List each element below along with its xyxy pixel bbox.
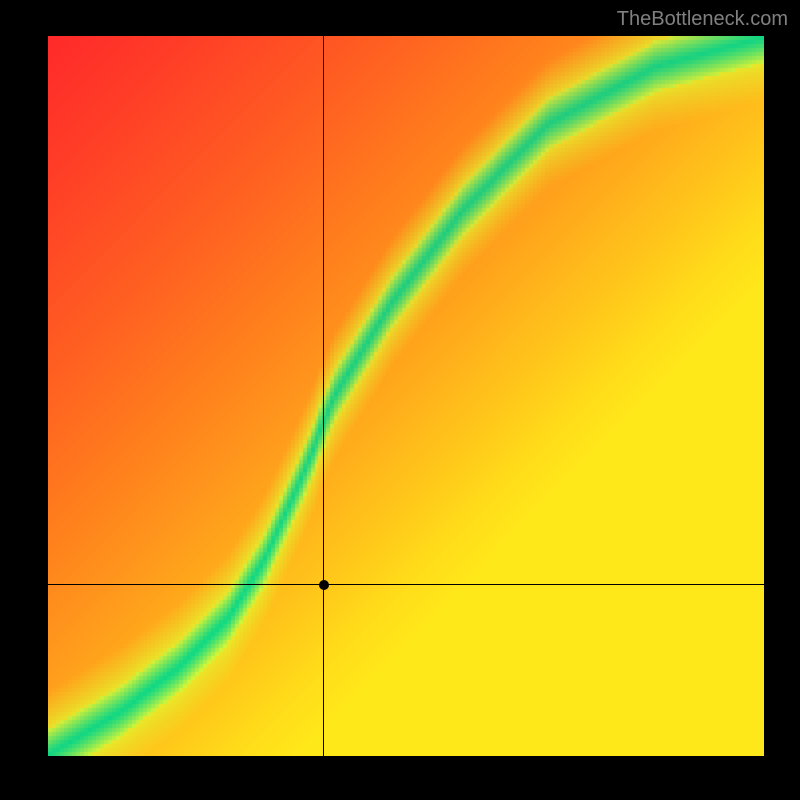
crosshair-vertical [323,36,324,756]
crosshair-marker [319,580,329,590]
crosshair-horizontal [48,584,764,585]
chart-container: TheBottleneck.com [0,0,800,800]
watermark-text: TheBottleneck.com [617,8,788,31]
bottleneck-heatmap [48,36,764,756]
